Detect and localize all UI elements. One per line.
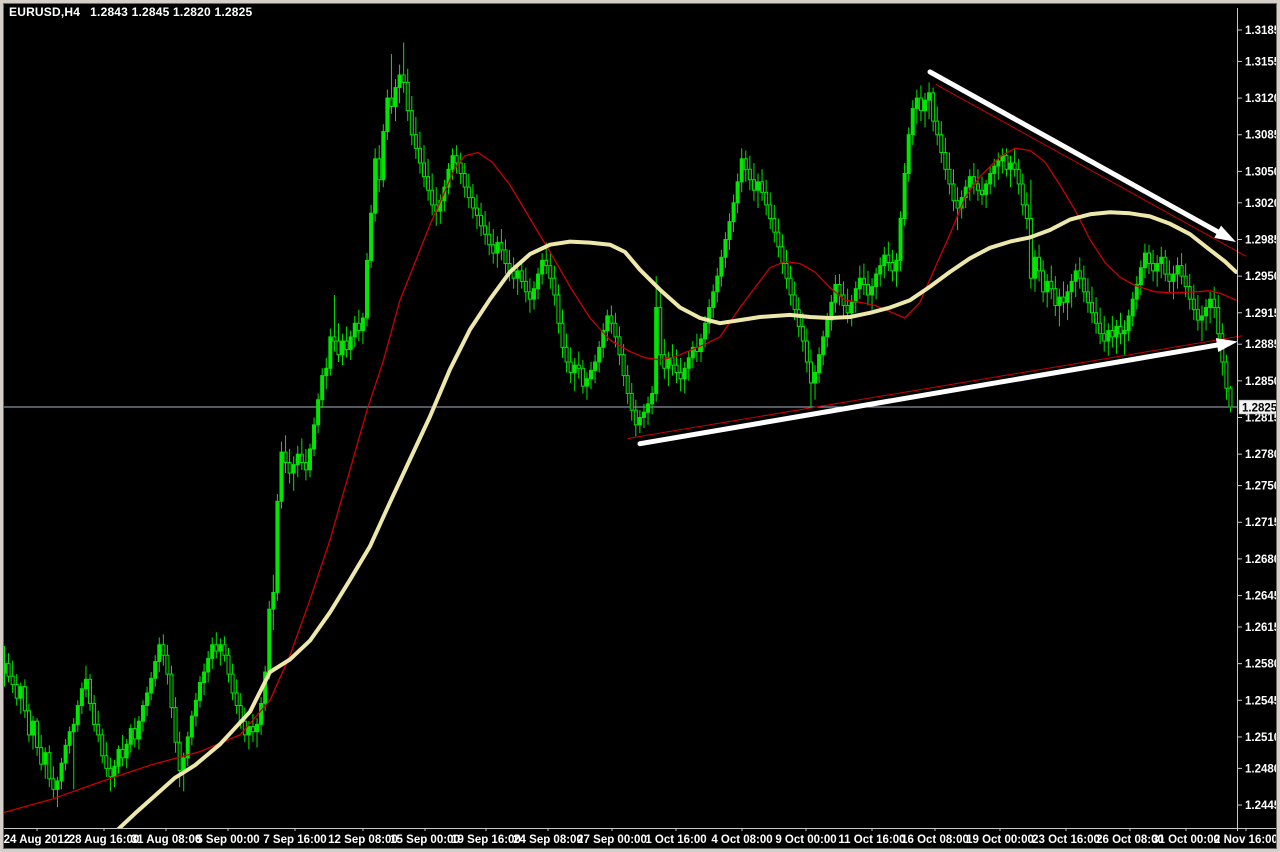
time-axis-label: 24 Sep 08:00	[513, 834, 583, 846]
ohlc-values: 1.2843 1.2845 1.2820 1.2825	[90, 5, 253, 19]
time-axis-label: 26 Oct 08:00	[1096, 834, 1164, 846]
price-axis-label: 1.3155	[1245, 56, 1280, 68]
time-axis-label: 19 Oct 00:00	[966, 834, 1034, 846]
price-axis-label: 1.2680	[1245, 554, 1280, 566]
price-axis-label: 1.2780	[1245, 449, 1280, 461]
price-axis-label: 1.2715	[1245, 517, 1280, 529]
price-axis-label: 1.2985	[1245, 234, 1280, 246]
price-axis-label: 1.2915	[1245, 308, 1280, 320]
arrowhead-icon	[1215, 338, 1238, 352]
time-axis-label: 1 Oct 16:00	[645, 834, 706, 846]
price-axis-label: 1.2645	[1245, 591, 1280, 603]
price-axis-label: 1.2850	[1245, 376, 1280, 388]
ascending-support-arrow[interactable]	[637, 338, 1238, 447]
time-axis-label: 28 Aug 16:00	[69, 834, 140, 846]
time-axis-label: 15 Sep 00:00	[390, 834, 460, 846]
price-axis-label: 1.2580	[1245, 659, 1280, 671]
symbol-timeframe-label: EURUSD,H4	[9, 5, 81, 19]
price-axis-label: 1.3185	[1245, 25, 1280, 37]
time-axis-label: 23 Oct 16:00	[1032, 834, 1100, 846]
price-axis: 1.3185 1.3155 1.3120 1.3085 1.3050 1.3020 1.29…	[1237, 25, 1280, 812]
time-axis-label: 9 Oct 00:00	[775, 834, 836, 846]
ma-slow-yellow-line	[116, 210, 1237, 828]
time-axis-label: 2 Nov 16:00	[1214, 834, 1278, 846]
time-axis-label: 7 Sep 16:00	[263, 834, 326, 846]
price-axis-label: 1.2615	[1245, 622, 1280, 634]
price-axis-label: 1.2885	[1245, 339, 1280, 351]
price-axis-label: 1.2480	[1245, 763, 1280, 775]
price-axis-label: 1.3020	[1245, 198, 1280, 210]
time-axis-label: 11 Oct 16:00	[838, 834, 905, 846]
time-axis-label: 5 Sep 00:00	[196, 834, 259, 846]
time-axis-label: 16 Oct 08:00	[901, 834, 969, 846]
price-axis-label: 1.2545	[1245, 695, 1280, 707]
current-price-badge: 1.2825	[1238, 399, 1278, 415]
chart-info-bar: EURUSD,H4 1.2843 1.2845 1.2820 1.2825	[9, 5, 252, 19]
time-axis-label: 24 Aug 2012	[4, 834, 71, 846]
descending-resistance-arrow[interactable]	[927, 69, 1236, 242]
descending-resistance-trendline-red[interactable]	[935, 83, 1247, 257]
ascending-support-trendline-red[interactable]	[627, 335, 1243, 439]
time-axis-label: 4 Oct 08:00	[711, 834, 772, 846]
candlesticks-layer	[4, 42, 1233, 808]
price-axis-label: 1.2950	[1245, 271, 1280, 283]
price-axis-label: 1.3050	[1245, 166, 1280, 178]
price-axis-label: 1.2750	[1245, 481, 1280, 493]
arrowhead-icon	[1214, 225, 1236, 242]
ma-fast-red-line	[4, 147, 1237, 814]
price-axis-label: 1.3120	[1245, 93, 1280, 105]
window-frame-inner-bevel	[3, 3, 1277, 849]
time-axis-label: 19 Sep 16:00	[451, 834, 521, 846]
price-axis-label: 1.2510	[1245, 732, 1280, 744]
time-axis-label: 27 Sep 00:00	[577, 834, 647, 846]
svg-text:1.2825: 1.2825	[1242, 403, 1278, 415]
time-axis-label: 12 Sep 08:00	[328, 834, 398, 846]
time-axis-label: 31 Oct 00:00	[1152, 834, 1220, 846]
time-axis-label: 31 Aug 08:00	[131, 834, 202, 846]
price-axis-label: 1.3085	[1245, 130, 1280, 142]
price-axis-label: 1.2445	[1245, 800, 1280, 812]
price-axis-label: 1.2815	[1245, 413, 1280, 425]
